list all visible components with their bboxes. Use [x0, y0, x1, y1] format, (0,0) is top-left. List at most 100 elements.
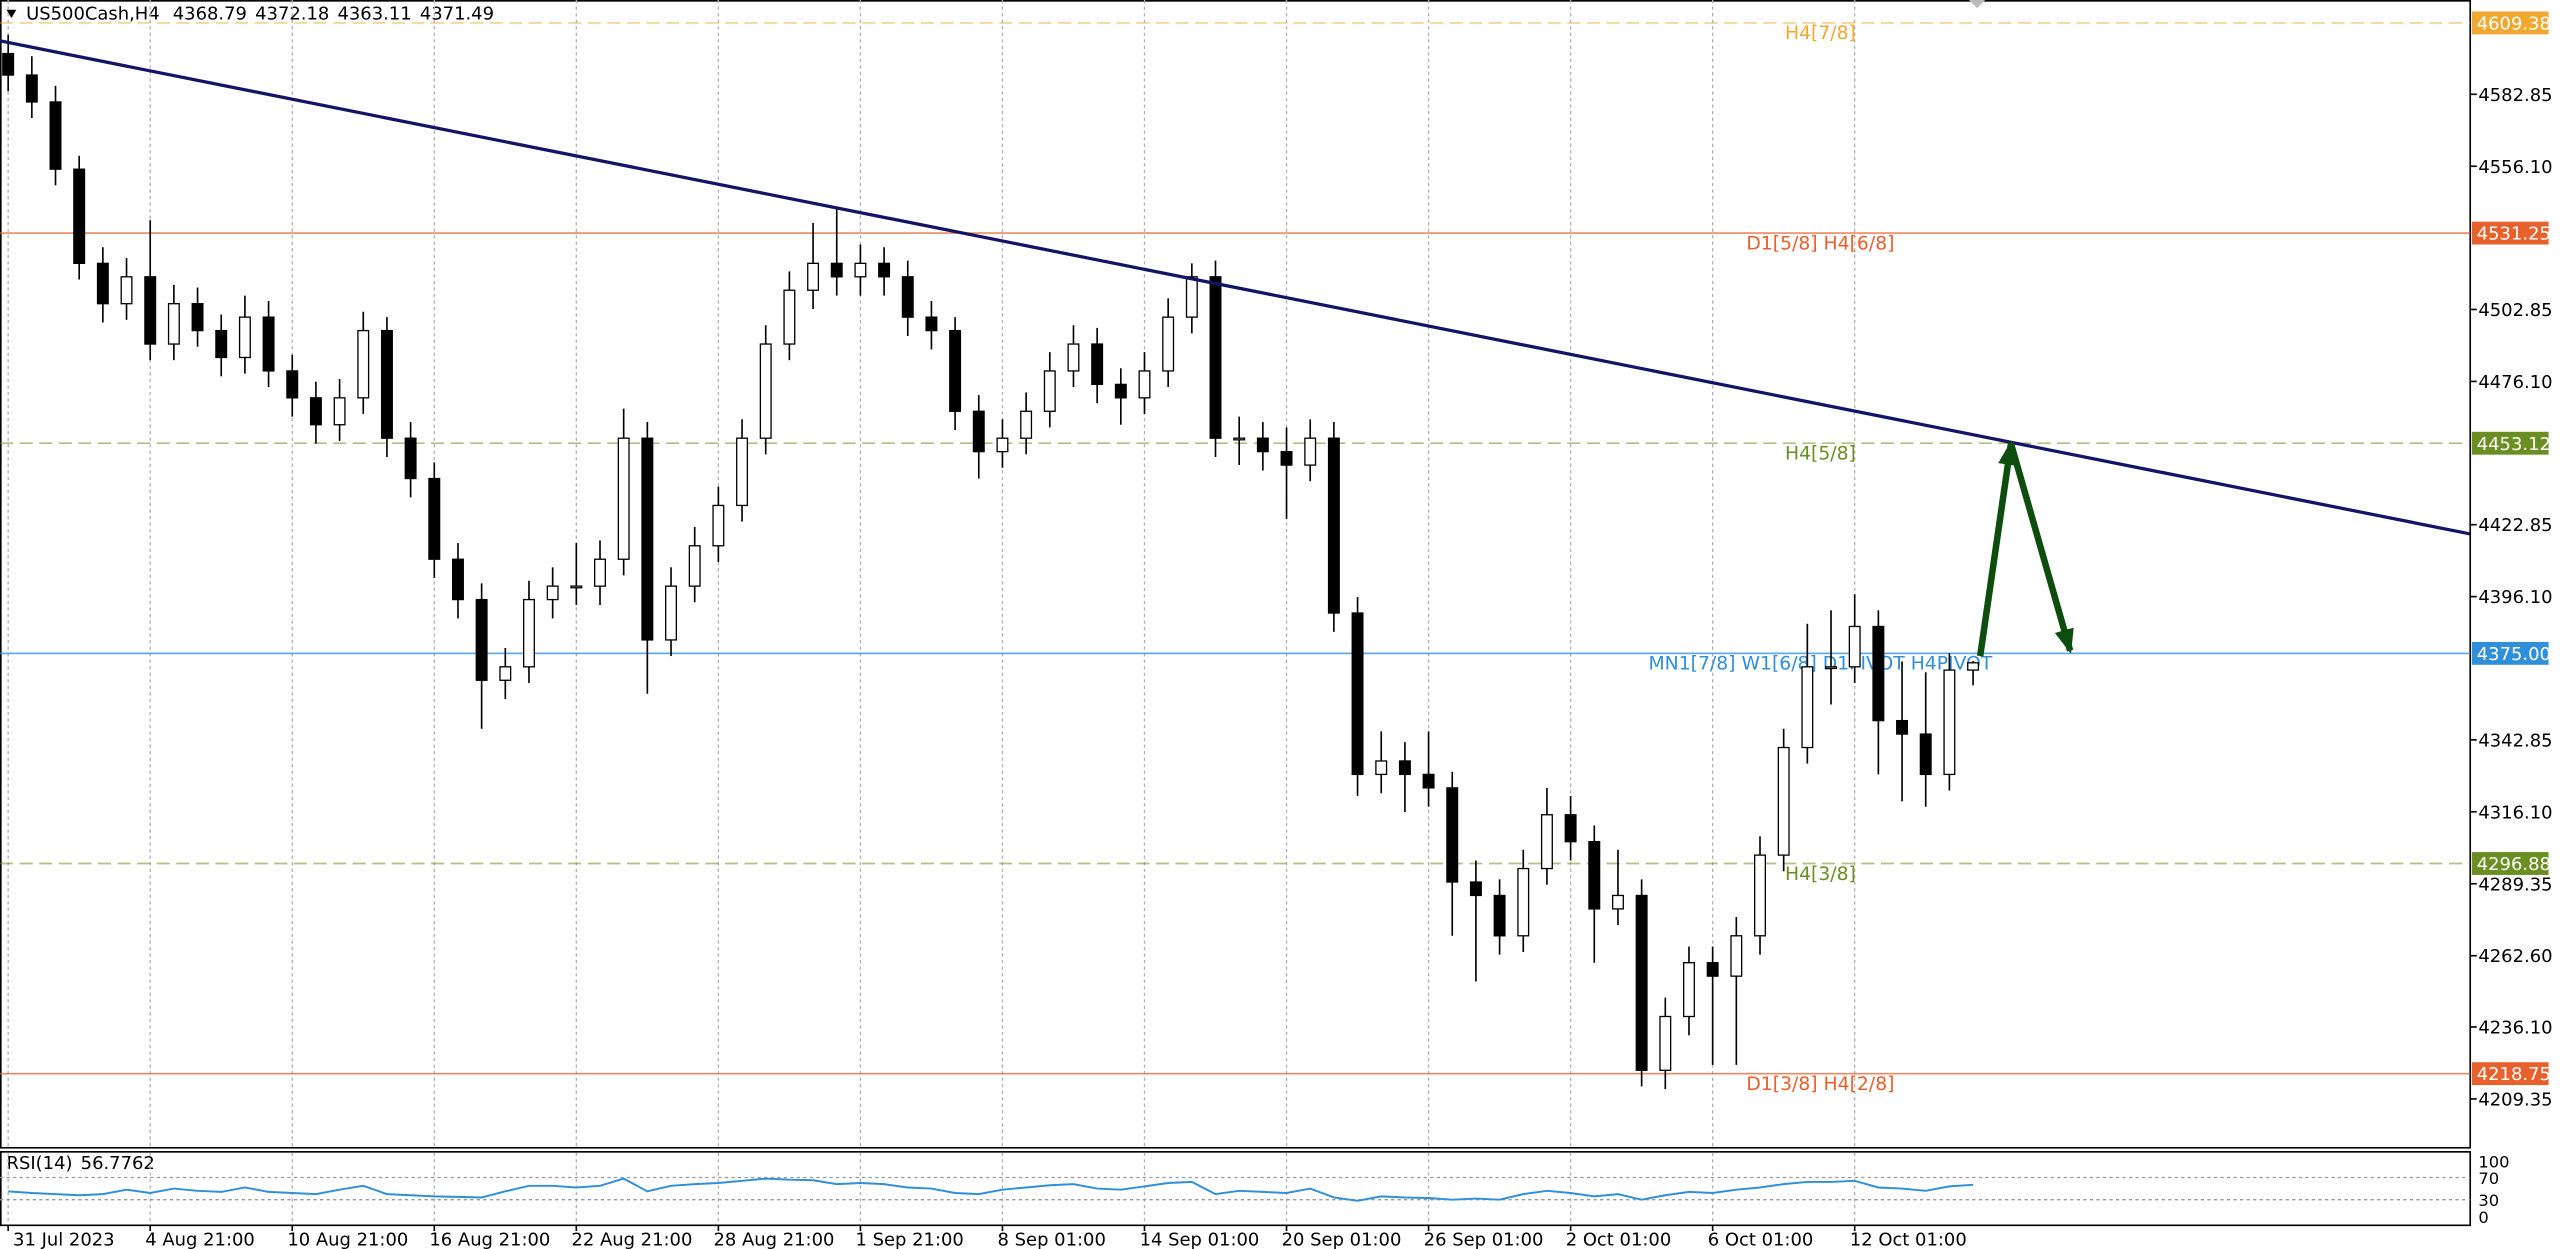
- x-tick-label: 28 Aug 21:00: [713, 1230, 834, 1249]
- candle-body: [1919, 733, 1932, 776]
- x-tick-label: 8 Sep 01:00: [998, 1230, 1106, 1249]
- candle-body: [807, 262, 820, 291]
- candle-body: [546, 585, 559, 601]
- shift-marker: [1968, 0, 1986, 9]
- candle-body: [1706, 962, 1719, 977]
- candle-body: [1138, 370, 1151, 399]
- level-price-box: [2471, 221, 2549, 245]
- candle-body: [1943, 669, 1956, 776]
- candle-body: [286, 370, 299, 399]
- level-price-label: 4375.00: [2477, 644, 2551, 665]
- candle-body: [1162, 316, 1175, 372]
- level-price-box: [2471, 431, 2549, 455]
- candle-body: [1564, 814, 1577, 843]
- candle-body: [215, 329, 228, 359]
- y-tick-label: 4236.10: [2478, 1018, 2552, 1039]
- candle-body: [830, 262, 843, 278]
- open: 4368.79: [173, 4, 247, 25]
- candle-body: [499, 666, 512, 681]
- candle-body: [1327, 437, 1340, 614]
- level-text: MN1[7/8] W1[6/8] D1PIVOT H4PIVOT: [1648, 654, 1992, 675]
- candle-body: [1185, 276, 1198, 318]
- rsi-current: 56.7762: [81, 1153, 155, 1174]
- candle-body: [949, 329, 962, 412]
- candle-body: [1304, 437, 1317, 466]
- y-tick-label: 4396.10: [2478, 587, 2552, 608]
- rsi-tick-label: 70: [2478, 1169, 2499, 1188]
- candle-body: [878, 262, 891, 278]
- candle-body: [1020, 410, 1033, 439]
- x-tick-label: 14 Sep 01:00: [1140, 1230, 1260, 1249]
- candle-body: [1375, 760, 1388, 776]
- x-tick-label: 22 Aug 21:00: [571, 1230, 692, 1249]
- candle-body: [1517, 867, 1530, 937]
- candle-body: [854, 262, 867, 278]
- y-tick-label: 4556.10: [2478, 157, 2552, 178]
- level-text: H4[7/8]: [1785, 23, 1856, 44]
- x-tick-label: 10 Aug 21:00: [287, 1230, 408, 1249]
- y-tick-label: 4476.10: [2478, 372, 2552, 393]
- candle-body: [428, 477, 441, 560]
- candle-body: [972, 410, 985, 453]
- candle-body: [1659, 1015, 1672, 1071]
- level-price-box: [2471, 641, 2549, 665]
- rsi-panel-frame: [0, 1151, 2472, 1227]
- x-tick-label: 16 Aug 21:00: [429, 1230, 550, 1249]
- candle-body: [1540, 814, 1553, 870]
- candle-body: [996, 437, 1009, 453]
- candle-body: [25, 74, 38, 103]
- candle-body: [1091, 343, 1104, 386]
- level-price-label: 4453.12: [2477, 434, 2551, 455]
- candle-body: [1754, 854, 1766, 937]
- candle-body: [1446, 787, 1459, 883]
- candle-body: [96, 262, 109, 305]
- candle-body: [357, 329, 370, 399]
- candle-body: [1398, 760, 1411, 776]
- level-price-label: 4296.88: [2477, 854, 2551, 875]
- candle-body: [73, 168, 86, 264]
- x-tick-label: 26 Sep 01:00: [1424, 1230, 1544, 1249]
- level-price-label: 4218.75: [2477, 1064, 2551, 1085]
- candle-body: [594, 558, 606, 587]
- y-tick-label: 4289.35: [2478, 874, 2552, 895]
- candle-body: [404, 437, 417, 480]
- low: 4363.11: [337, 4, 411, 25]
- candle-body: [688, 545, 701, 587]
- candle-body: [120, 276, 133, 305]
- rsi-title: RSI(14) 56.7762: [7, 1153, 155, 1174]
- candle-body: [49, 101, 62, 170]
- candle-body: [380, 329, 393, 439]
- candle-body: [475, 598, 488, 681]
- rsi-tick-label: 100: [2478, 1152, 2509, 1171]
- level-price-box: [2471, 11, 2549, 35]
- candle-body: [736, 437, 749, 507]
- x-tick-label: 4 Aug 21:00: [145, 1230, 255, 1249]
- y-tick-label: 4582.85: [2478, 85, 2552, 106]
- y-tick-label: 4342.85: [2478, 730, 2552, 751]
- candle-body: [1422, 773, 1435, 789]
- rsi-tick-label: 0: [2478, 1208, 2488, 1227]
- candle-body: [1256, 437, 1269, 453]
- level-price-label: 4609.38: [2477, 13, 2551, 34]
- level-price-box: [2471, 852, 2549, 875]
- level-text: D1[3/8] H4[2/8]: [1746, 1074, 1894, 1095]
- candle-body: [1872, 625, 1885, 722]
- y-tick-label: 4262.60: [2478, 946, 2552, 967]
- candle-body: [712, 504, 725, 547]
- x-tick-label: 31 Jul 2023: [13, 1230, 115, 1249]
- candle-body: [1825, 666, 1838, 670]
- candle-body: [901, 276, 914, 318]
- candle-body: [1233, 437, 1246, 441]
- menu-triangle[interactable]: [6, 9, 17, 18]
- symbol: US500Cash,H4: [26, 4, 160, 25]
- level-price-label: 4531.25: [2477, 224, 2551, 245]
- x-tick-label: 6 Oct 01:00: [1708, 1230, 1814, 1249]
- candle-body: [191, 303, 204, 332]
- candle-body: [309, 397, 322, 426]
- candle-body: [333, 397, 346, 426]
- level-text: H4[3/8]: [1785, 864, 1856, 885]
- candle-body: [665, 585, 678, 641]
- header: US500Cash,H4 4368.79 4372.18 4363.11 4371.49: [26, 4, 494, 25]
- candle-body: [783, 289, 796, 345]
- candle-body: [1635, 894, 1648, 1071]
